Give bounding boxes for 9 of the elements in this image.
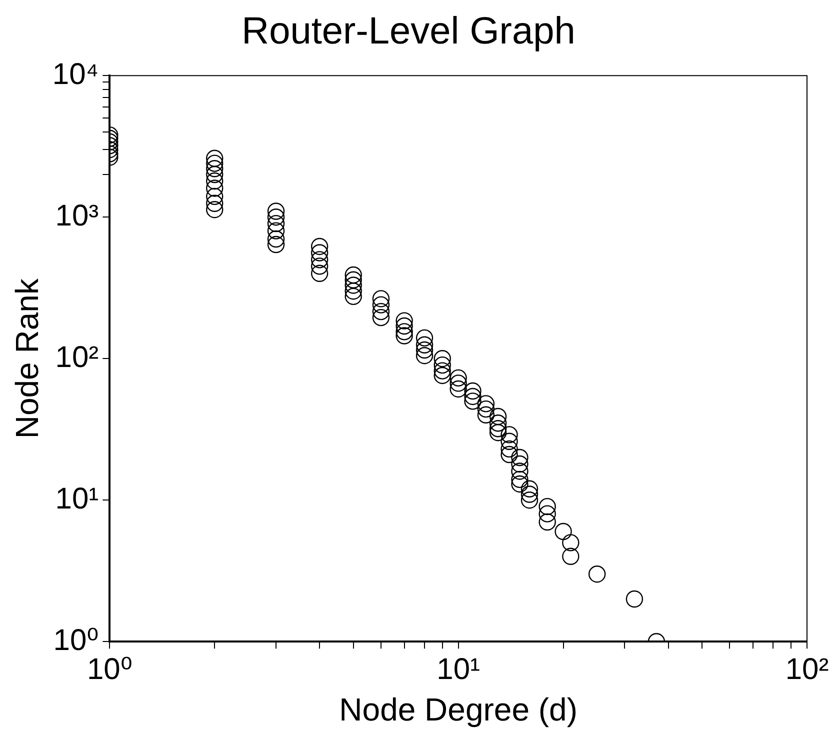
x-tick-label: 10² bbox=[785, 652, 829, 686]
x-axis-title: Node Degree (d) bbox=[339, 692, 578, 728]
y-tick-label: 10² bbox=[55, 340, 99, 374]
x-tick-label: 10¹ bbox=[436, 652, 480, 686]
y-tick-label: 10¹ bbox=[55, 482, 99, 516]
y-axis-title: Node Rank bbox=[9, 278, 46, 439]
chart-title: Router-Level Graph bbox=[242, 10, 576, 52]
y-tick-label: 10³ bbox=[55, 199, 99, 232]
y-tick-label: 10⁴ bbox=[52, 58, 99, 91]
